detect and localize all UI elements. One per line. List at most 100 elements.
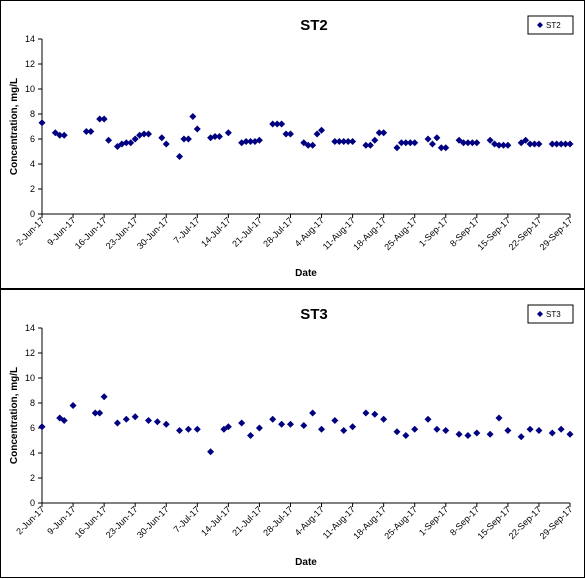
y-tick-label: 10 — [25, 84, 35, 94]
data-point — [566, 430, 574, 438]
data-point — [411, 139, 419, 147]
data-point — [331, 417, 339, 424]
legend-box — [527, 304, 574, 324]
y-tick-label: 12 — [25, 348, 35, 358]
data-point — [38, 423, 46, 431]
data-point — [255, 136, 263, 144]
data-point — [247, 138, 255, 145]
data-point — [127, 139, 135, 147]
x-tick-label: 7-Jul-17 — [172, 504, 202, 534]
data-point — [371, 410, 379, 418]
data-point — [122, 415, 130, 423]
data-point — [189, 113, 197, 120]
data-point — [495, 141, 503, 149]
legend-label: ST3 — [546, 310, 561, 319]
data-point — [442, 427, 450, 434]
data-point — [380, 415, 388, 423]
y-axis-label: Concentration, mg/L — [9, 78, 20, 175]
data-point — [309, 409, 317, 417]
data-point — [349, 423, 357, 431]
y-tick-label: 2 — [30, 184, 35, 194]
data-point — [464, 432, 472, 439]
data-point — [557, 425, 565, 433]
x-tick-label: 2-Jun-17 — [14, 215, 46, 247]
data-point — [105, 136, 113, 144]
y-tick-label: 0 — [30, 209, 35, 219]
legend-box — [527, 15, 574, 35]
y-tick-label: 12 — [25, 59, 35, 69]
data-point — [433, 425, 441, 433]
data-point — [193, 125, 201, 133]
data-point — [113, 419, 121, 427]
data-point — [247, 432, 255, 439]
data-point — [140, 130, 148, 138]
data-point — [100, 115, 108, 123]
data-point — [180, 135, 188, 143]
chart-panel-st2: ST2 0 2 4 6 8 10 12 14 2-Jun-17 9-Jun-17 16-Jun-17 2… — [0, 0, 585, 289]
data-point — [96, 115, 104, 123]
x-tick-label: 30-Jun-17 — [135, 215, 171, 251]
data-point — [162, 420, 170, 428]
x-axis-label: Date — [295, 557, 317, 568]
chart-title: ST3 — [300, 306, 328, 323]
data-point — [193, 425, 201, 433]
data-point — [562, 140, 570, 148]
data-point — [313, 130, 321, 138]
chart-panel-st3: ST3 0 2 4 6 8 10 12 14 2-Jun-17 9-Jun-17 16-Jun-17 2… — [0, 289, 585, 578]
y-axis-label: Concentration, mg/L — [9, 367, 20, 464]
data-point — [286, 420, 294, 428]
data-point — [286, 130, 294, 138]
data-point — [318, 126, 326, 134]
data-point — [122, 139, 130, 147]
chart-svg-st3: ST3024681012142-Jun-179-Jun-1716-Jun-172… — [9, 304, 575, 568]
y-tick-label: 14 — [25, 323, 35, 333]
data-point — [131, 135, 139, 143]
y-tick-label: 6 — [30, 423, 35, 433]
y-tick-label: 8 — [30, 109, 35, 119]
data-point — [486, 430, 494, 438]
x-tick-label: 16-Jun-17 — [73, 215, 109, 251]
x-tick-label: 9-Jun-17 — [45, 215, 77, 247]
data-point — [402, 432, 410, 439]
x-tick-label: 9-Jun-17 — [45, 504, 77, 536]
chart-title: ST2 — [300, 17, 328, 34]
data-point — [428, 140, 436, 148]
data-point — [460, 139, 468, 147]
data-point — [331, 138, 339, 145]
data-point — [60, 417, 68, 424]
data-point — [442, 144, 450, 152]
data-point — [300, 422, 308, 429]
data-point — [96, 409, 104, 417]
data-point — [207, 448, 215, 456]
x-tick-label: 23-Jun-17 — [104, 215, 140, 251]
x-tick-label: 21-Jul-17 — [230, 504, 264, 538]
y-tick-label: 6 — [30, 134, 35, 144]
data-point — [548, 140, 556, 148]
data-point — [464, 139, 472, 147]
y-tick-label: 0 — [30, 498, 35, 508]
data-point — [548, 429, 556, 437]
data-point — [224, 129, 232, 137]
x-axis-label: Date — [295, 268, 317, 279]
x-tick-label: 1-Sep-17 — [417, 215, 450, 248]
x-tick-label: 29-Sep-17 — [538, 215, 575, 252]
data-point — [304, 141, 312, 149]
data-point — [309, 141, 317, 149]
x-tick-label: 28-Jul-17 — [261, 215, 295, 249]
chart-svg-st2: ST2024681012142-Jun-179-Jun-1716-Jun-172… — [9, 15, 575, 279]
x-tick-label: 21-Jul-17 — [230, 215, 264, 249]
data-point — [144, 130, 152, 138]
data-point — [273, 120, 281, 128]
data-point — [340, 138, 348, 145]
data-point — [535, 140, 543, 148]
y-tick-label: 8 — [30, 398, 35, 408]
x-tick-label: 25-Aug-17 — [382, 215, 419, 252]
data-point — [397, 139, 405, 147]
data-point — [526, 140, 534, 148]
legend-marker — [537, 22, 543, 28]
data-point — [282, 130, 290, 138]
data-point — [406, 139, 414, 147]
x-tick-label: 29-Sep-17 — [538, 504, 575, 541]
data-point — [215, 133, 223, 140]
x-tick-label: 25-Aug-17 — [382, 504, 419, 541]
